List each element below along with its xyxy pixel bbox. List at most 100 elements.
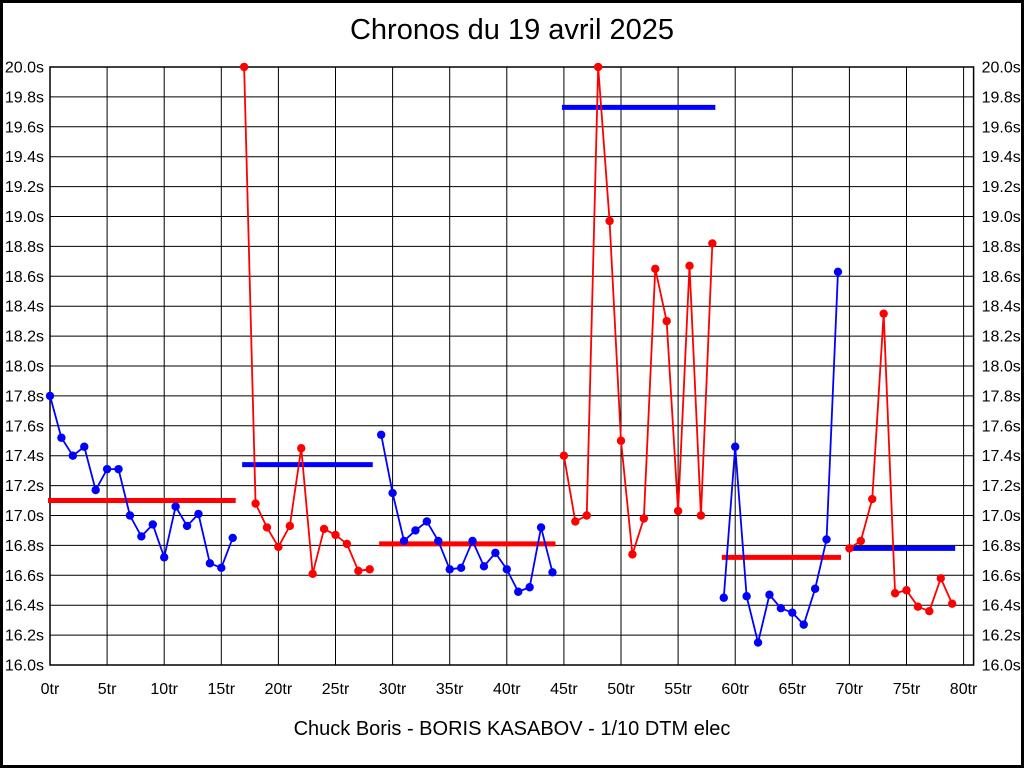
lap-time-point [502, 565, 511, 574]
lap-time-point [434, 536, 443, 546]
lap-time-point [548, 568, 557, 577]
y-axis-label-right: 19.2s [982, 179, 1021, 196]
lap-time-point [868, 494, 877, 504]
lap-time-point [411, 526, 420, 535]
lap-time-point [182, 521, 192, 531]
y-axis-label-right: 17.6s [982, 418, 1021, 435]
y-axis-label-left: 16.8s [5, 538, 44, 555]
lap-time-point [171, 502, 180, 511]
y-axis-label-right: 19.0s [982, 209, 1021, 226]
lap-time-point [696, 511, 706, 520]
lap-time-point [799, 620, 808, 629]
lap-time-point [148, 520, 157, 529]
y-axis-label-left: 18.0s [5, 359, 44, 376]
lap-time-point [137, 532, 146, 541]
lap-time-point [651, 264, 660, 274]
lap-time-point [102, 464, 112, 474]
y-axis-label-left: 19.4s [5, 149, 44, 166]
lap-time-point [251, 499, 260, 508]
y-axis-label-right: 16.6s [982, 568, 1021, 585]
x-axis-label: 30tr [379, 681, 407, 698]
lap-time-point [845, 544, 854, 553]
y-axis-label-right: 17.2s [982, 478, 1021, 495]
y-axis-label-right: 16.8s [982, 538, 1021, 555]
lap-time-point [388, 488, 397, 498]
lap-time-point [468, 536, 477, 546]
lap-time-point [376, 430, 386, 439]
lap-time-point [947, 599, 957, 608]
lap-time-point [479, 562, 489, 571]
x-axis-label: 10tr [150, 681, 178, 698]
x-axis-label: 15tr [208, 681, 236, 698]
x-axis-label: 5tr [98, 681, 117, 698]
lap-time-line [380, 434, 554, 593]
lap-time-point [68, 451, 78, 460]
y-axis-label-right: 18.0s [982, 359, 1021, 376]
lap-time-point [605, 216, 614, 226]
x-axis-label: 55tr [664, 681, 692, 698]
y-axis-label-left: 20.0s [5, 60, 44, 77]
y-axis-label-left: 17.6s [5, 418, 44, 435]
y-axis-label-left: 16.6s [5, 568, 44, 585]
lap-time-point [319, 524, 329, 534]
y-axis-label-right: 17.0s [982, 508, 1021, 525]
y-axis-label-left: 17.2s [5, 478, 44, 495]
lap-time-point [890, 589, 900, 598]
lap-time-point [525, 583, 534, 592]
lap-time-point [559, 451, 569, 460]
x-axis-label: 0tr [41, 681, 60, 698]
lap-time-point [628, 550, 637, 559]
plot-border [49, 66, 975, 666]
lap-time-point [810, 584, 820, 593]
y-axis-label-left: 16.2s [5, 628, 44, 645]
lap-time-point [708, 239, 717, 248]
lap-time-point [925, 606, 934, 616]
lap-time-point [445, 565, 454, 574]
y-axis-label-right: 18.2s [982, 329, 1021, 346]
y-axis-label-left: 17.0s [5, 508, 44, 525]
y-axis-label-right: 17.4s [982, 448, 1021, 465]
x-axis-label: 80tr [950, 681, 978, 698]
lap-time-point [285, 521, 295, 531]
x-axis-label: 25tr [322, 681, 350, 698]
lap-time-point [879, 309, 888, 318]
y-axis-label-left: 17.8s [5, 388, 44, 405]
lap-time-point [205, 559, 215, 568]
y-axis-label-right: 19.8s [982, 89, 1021, 106]
y-axis-label-right: 18.4s [982, 299, 1021, 316]
y-axis-label-right: 18.8s [982, 239, 1021, 256]
lap-time-point [274, 542, 283, 552]
x-axis-label: 70tr [836, 681, 864, 698]
y-axis-label-left: 18.6s [5, 269, 44, 286]
lap-time-point [514, 587, 523, 596]
x-axis-label: 35tr [436, 681, 464, 698]
y-axis-label-left: 16.4s [5, 598, 44, 615]
lap-time-point [856, 536, 866, 546]
lap-time-point [742, 592, 751, 601]
x-axis-label: 50tr [607, 681, 635, 698]
x-axis-label: 45tr [550, 681, 578, 698]
lap-time-point [616, 436, 626, 445]
lap-time-point [114, 464, 123, 474]
x-axis-label: 40tr [493, 681, 521, 698]
lap-time-line [49, 395, 234, 569]
y-axis-label-left: 16.0s [5, 658, 44, 675]
y-axis-label-right: 16.4s [982, 598, 1021, 615]
lap-time-point [582, 511, 591, 520]
lap-time-point [593, 62, 603, 72]
lap-time-point [731, 442, 740, 451]
lap-time-point [456, 563, 466, 573]
lap-time-point [776, 603, 786, 613]
lap-time-point [262, 523, 272, 532]
lap-time-point [125, 511, 135, 520]
y-axis-label-left: 19.0s [5, 209, 44, 226]
y-axis-label-right: 20.0s [982, 60, 1021, 77]
lap-time-point [297, 444, 306, 453]
lap-time-point [936, 574, 945, 583]
lap-time-point [45, 391, 55, 401]
lap-time-point [422, 517, 432, 526]
lap-time-point [91, 485, 100, 495]
y-axis-label-left: 17.4s [5, 448, 44, 465]
lap-time-line [563, 66, 714, 556]
